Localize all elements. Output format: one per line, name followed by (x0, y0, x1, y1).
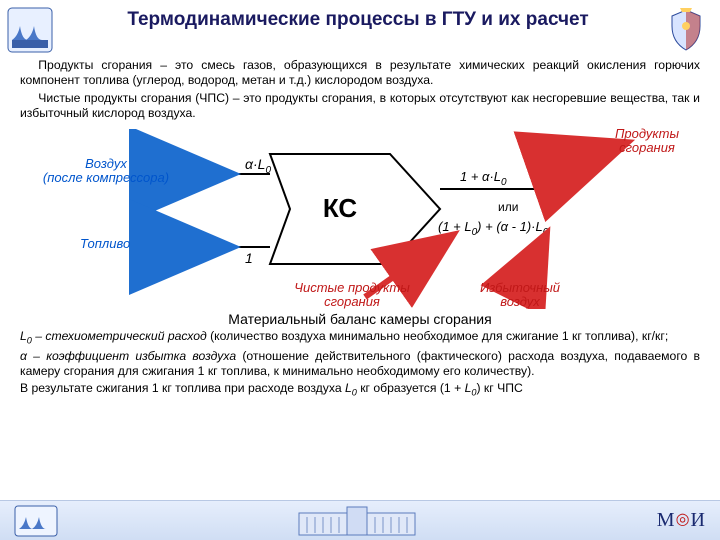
intro-text: Продукты сгорания – это смесь газов, обр… (0, 54, 720, 125)
definitions: L0 – стехиометрический расход (количеств… (0, 327, 720, 399)
box-label: КС (323, 193, 358, 223)
institute-logo-left-icon (6, 6, 54, 54)
ann-air: Воздух (после компрессора) (26, 157, 186, 186)
ann-excess: Избыточный воздух (460, 281, 580, 310)
ann-products: Продукты сгорания (602, 127, 692, 156)
diagram-caption: Материальный баланс камеры сгорания (0, 311, 720, 327)
def-alpha: α – коэффициент избытка воздуха (отношен… (20, 349, 700, 380)
header: Термодинамические процессы в ГТУ и их ра… (0, 0, 720, 54)
svg-text:(1 + L0) + (α - 1)·L0: (1 + L0) + (α - 1)·L0 (438, 219, 549, 238)
footer-logo-left-icon (14, 505, 58, 537)
page-title: Термодинамические процессы в ГТУ и их ра… (54, 6, 662, 32)
ann-excess-line1: Избыточный (480, 280, 560, 295)
paragraph-2: Чистые продукты сгорания (ЧПС) – это про… (20, 91, 700, 122)
svg-text:1 + α·L0: 1 + α·L0 (460, 169, 507, 188)
ann-prod-line2: сгорания (619, 140, 675, 155)
ann-prod-line1: Продукты (615, 126, 679, 141)
ann-air-line1: Воздух (85, 156, 127, 171)
ann-excess-line2: воздух (500, 294, 540, 309)
paragraph-1: Продукты сгорания – это смесь газов, обр… (20, 58, 700, 89)
footer-building-icon (58, 505, 657, 537)
ann-cps-line2: сгорания (324, 294, 380, 309)
ann-cps-line1: Чистые продукты (294, 280, 410, 295)
def-result: В результате сжигания 1 кг топлива при р… (20, 381, 700, 399)
def-L0: L0 – стехиометрический расход (количеств… (20, 329, 700, 347)
footer: М◎И (0, 500, 720, 540)
svg-text:1: 1 (245, 250, 253, 266)
ann-air-line2: (после компрессора) (43, 170, 169, 185)
footer-brand: М◎И (657, 509, 706, 532)
ann-fuel: Топливо (80, 237, 130, 251)
svg-text:или: или (498, 200, 518, 214)
crest-logo-right-icon (662, 6, 710, 54)
combustion-diagram: КС α·L0 1 1 + α·L0 или (1 + L0) + (α - 1… (20, 129, 700, 309)
ann-cps: Чистые продукты сгорания (272, 281, 432, 310)
